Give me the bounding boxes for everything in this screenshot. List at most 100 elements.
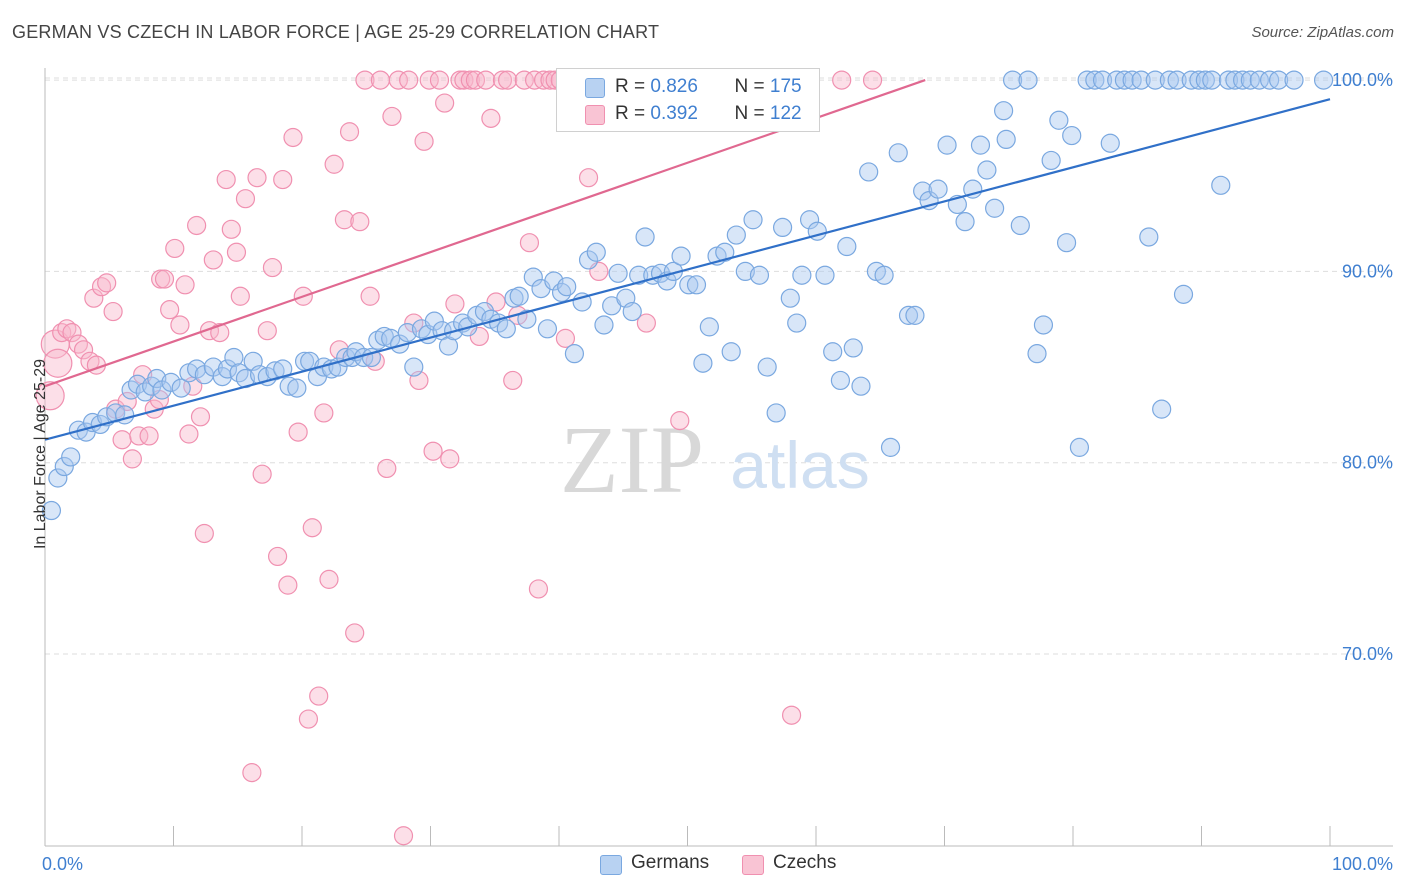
czech-point-28 (175, 275, 195, 295)
y-tick-label-70: 70.0% (1342, 644, 1393, 664)
german-point-143 (1069, 437, 1090, 457)
czech-point-106 (578, 168, 599, 188)
german-point-146 (1092, 70, 1113, 90)
czech-point-24 (154, 269, 175, 289)
czech-point-58 (324, 154, 344, 174)
czech-point-69 (382, 106, 402, 127)
czech-point-73 (404, 313, 424, 333)
czech-point-87 (476, 70, 496, 90)
german-point-118 (880, 437, 901, 457)
czech-points (35, 70, 883, 846)
legend-germans[interactable]: Germans (600, 852, 709, 875)
german-point-164 (1225, 70, 1245, 90)
czech-point-2 (43, 348, 73, 378)
czech-point-54 (302, 518, 322, 538)
czech-point-122 (862, 70, 883, 90)
german-point-17 (161, 372, 181, 392)
german-point-131 (985, 198, 1005, 218)
german-point-170 (1284, 70, 1304, 90)
german-point-163 (1218, 70, 1239, 90)
german-point-111 (830, 370, 851, 391)
german-point-121 (905, 305, 925, 325)
czech-point-117 (670, 411, 690, 431)
german-point-156 (1167, 70, 1187, 90)
legend-czechs[interactable]: Czechs (742, 852, 836, 875)
german-point-78 (594, 315, 614, 335)
german-point-3 (61, 447, 81, 467)
german-point-109 (815, 265, 835, 285)
german-point-148 (1107, 70, 1127, 90)
germans-stat-row: R = 0.826 N = 175 (615, 76, 802, 98)
german-point-91 (686, 275, 707, 295)
german-point-127 (955, 212, 975, 232)
czech-point-61 (339, 122, 360, 142)
german-point-129 (970, 135, 991, 155)
czech-point-11 (91, 277, 112, 297)
german-point-141 (1056, 233, 1077, 253)
german-point-95 (715, 242, 735, 262)
czech-point-38 (221, 219, 241, 239)
german-point-119 (888, 143, 908, 163)
czech-point-68 (377, 458, 397, 479)
german-point-96 (721, 342, 741, 362)
german-point-100 (749, 265, 770, 285)
source-label: Source: ZipAtlas.com (1251, 24, 1394, 41)
german-point-160 (1195, 70, 1215, 90)
czech-point-85 (465, 70, 486, 90)
german-point-34 (287, 378, 307, 398)
czech-point-50 (283, 127, 303, 148)
czech-point-39 (226, 242, 247, 262)
germans-r-value: 0.826 (650, 76, 698, 97)
german-point-139 (1041, 150, 1061, 171)
german-point-161 (1202, 70, 1222, 90)
czech-point-25 (160, 300, 180, 320)
german-point-97 (726, 225, 746, 245)
czech-point-102 (555, 328, 576, 348)
czech-point-0 (35, 381, 65, 411)
tick-labels: 70.0% 80.0% 90.0% 100.0% 0.0% 100.0% (42, 70, 1393, 874)
german-point-74 (564, 344, 585, 364)
german-point-132 (994, 101, 1014, 121)
german-point-145 (1085, 70, 1105, 90)
czech-point-78 (429, 70, 450, 90)
german-point-67 (517, 309, 537, 329)
czech-point-70 (388, 70, 408, 90)
czech-point-83 (454, 70, 474, 90)
czech-point-81 (445, 294, 465, 314)
axes (44, 68, 1393, 847)
german-point-92 (693, 353, 713, 373)
german-point-171 (1313, 70, 1334, 90)
german-point-18 (171, 378, 191, 398)
germans-r-label: R = (615, 76, 646, 97)
czech-point-91 (498, 70, 518, 90)
german-point-149 (1114, 70, 1135, 90)
german-point-83 (629, 265, 649, 285)
german-point-2 (54, 456, 74, 477)
czech-point-92 (503, 370, 523, 391)
czechs-n-value: 122 (769, 103, 802, 124)
czech-point-6 (68, 334, 89, 354)
german-point-138 (1033, 315, 1054, 335)
german-point-15 (147, 368, 167, 389)
czech-point-98 (533, 70, 554, 90)
german-point-135 (1010, 215, 1030, 236)
czech-point-53 (298, 709, 319, 729)
czech-point-88 (481, 108, 501, 128)
watermark: ZIP atlas (560, 406, 870, 513)
german-point-72 (551, 282, 572, 303)
czech-point-67 (370, 70, 390, 90)
czechs-stat-row: R = 0.392 N = 122 (615, 103, 802, 125)
watermark-zip: ZIP (560, 406, 704, 513)
czech-point-56 (314, 403, 334, 423)
czech-point-3 (52, 323, 72, 343)
german-point-20 (187, 359, 207, 379)
czech-point-57 (319, 569, 339, 589)
y-tick-label-100: 100.0% (1332, 70, 1393, 90)
germans-n-label: N = (734, 76, 765, 97)
czechs-r-value: 0.392 (650, 103, 698, 124)
czech-point-71 (393, 826, 414, 846)
german-point-33 (279, 376, 299, 396)
czech-point-55 (309, 686, 329, 706)
czechs-n-label: N = (734, 103, 765, 124)
x-tick-label-min: 0.0% (42, 854, 83, 874)
